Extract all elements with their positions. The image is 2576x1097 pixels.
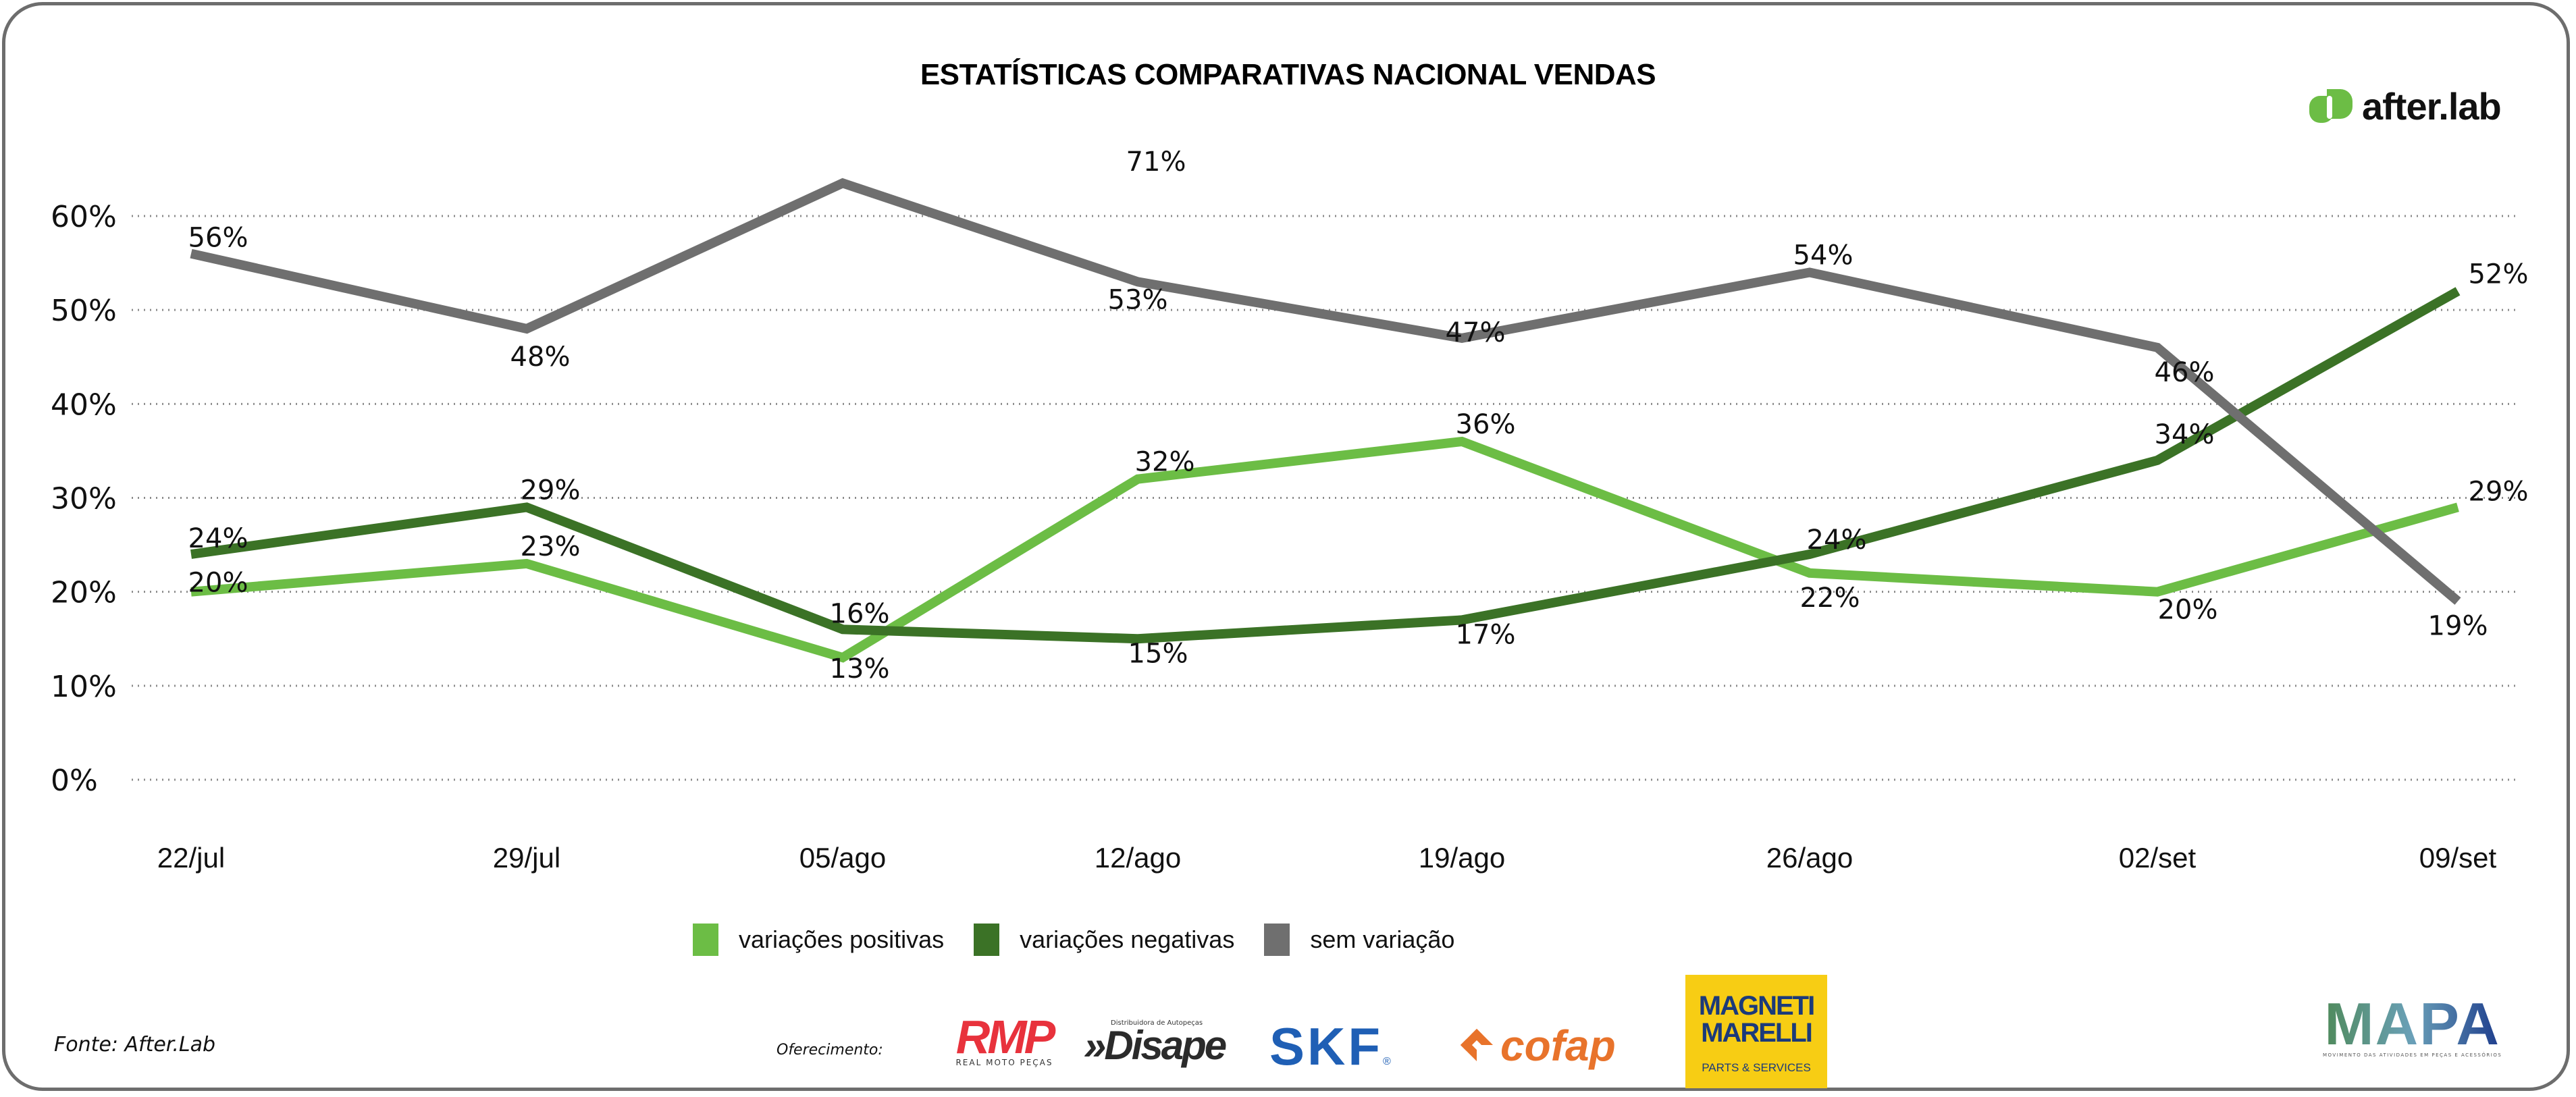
y-tick-label: 60% bbox=[51, 200, 117, 234]
data-label: 52% bbox=[2469, 259, 2529, 290]
series-line-0 bbox=[190, 436, 2459, 663]
disape-chevron-icon: » bbox=[1084, 1023, 1106, 1068]
sponsor-logo-skf: SKF® bbox=[1269, 1019, 1391, 1089]
magneti-line2: MARELLI bbox=[1701, 1018, 1813, 1048]
data-label: 15% bbox=[1128, 638, 1188, 669]
data-label: 17% bbox=[1456, 619, 1516, 650]
mapa-logo: MAPA MOVIMENTO DAS ATIVIDADES EM PEÇAS E… bbox=[2323, 994, 2502, 1059]
chart-title: ESTATÍSTICAS COMPARATIVAS NACIONAL VENDA… bbox=[920, 58, 1656, 91]
x-tick-label: 02/set bbox=[2119, 842, 2197, 874]
y-tick-label: 40% bbox=[51, 387, 117, 422]
mapa-logo-text: MAPA bbox=[2323, 994, 2502, 1054]
registered-mark-icon: ® bbox=[1383, 1056, 1391, 1067]
data-label: 47% bbox=[1446, 317, 1506, 348]
data-label: 29% bbox=[2469, 476, 2529, 507]
y-axis-ticks: 0% 10% 20% 30% 40% 50% 60% bbox=[51, 200, 117, 798]
y-tick-label: 20% bbox=[51, 576, 117, 610]
afterlab-logo-text: after.lab bbox=[2362, 85, 2502, 128]
y-tick-label: 30% bbox=[51, 482, 117, 516]
legend: variações positivas variações negativas … bbox=[693, 924, 1484, 956]
magneti-tagline: PARTS & SERVICES bbox=[1702, 1061, 1811, 1074]
skf-logo-text: SKF bbox=[1269, 1017, 1383, 1076]
data-label: 71% bbox=[1126, 146, 1186, 178]
legend-swatch-negative bbox=[974, 924, 1000, 956]
data-label: 54% bbox=[1793, 240, 1854, 271]
data-label: 29% bbox=[521, 475, 581, 506]
gridlines bbox=[132, 215, 2519, 781]
source-note: Fonte: After.Lab bbox=[54, 1033, 216, 1056]
legend-item-positive: variações positivas bbox=[693, 924, 944, 956]
disape-logo-text: Disape bbox=[1104, 1023, 1227, 1068]
series-line-2 bbox=[190, 178, 2461, 605]
x-tick-label: 26/ago bbox=[1766, 842, 1853, 874]
data-label: 56% bbox=[188, 223, 248, 254]
data-label: 24% bbox=[1807, 525, 1867, 556]
rmp-tagline: REAL MOTO PEÇAS bbox=[955, 1058, 1053, 1067]
sponsor-logo-cofap: cofap bbox=[1458, 1021, 1616, 1071]
x-tick-label: 09/set bbox=[2419, 842, 2497, 874]
data-label: 46% bbox=[2155, 357, 2215, 388]
data-label: 16% bbox=[830, 598, 890, 629]
x-tick-label: 19/ago bbox=[1419, 842, 1505, 874]
cofap-logo-text: cofap bbox=[1500, 1021, 1616, 1070]
x-tick-label: 12/ago bbox=[1095, 842, 1181, 874]
afterlab-logo-icon bbox=[2309, 88, 2352, 124]
y-tick-label: 50% bbox=[51, 294, 117, 328]
mapa-tagline: MOVIMENTO DAS ATIVIDADES EM PEÇAS E ACES… bbox=[2323, 1052, 2502, 1058]
data-labels: 20% 23% 13% 32% 36% 22% 20% 29% 24% 29% 16% 15% 17% 2… bbox=[188, 146, 2529, 685]
y-tick-label: 0% bbox=[51, 764, 98, 798]
data-label: 23% bbox=[521, 531, 581, 562]
x-tick-label: 29/jul bbox=[493, 842, 560, 874]
data-label: 20% bbox=[2158, 595, 2218, 626]
series-lines bbox=[190, 178, 2461, 663]
data-label: 34% bbox=[2155, 419, 2215, 450]
data-label: 36% bbox=[1456, 409, 1516, 440]
data-label: 24% bbox=[188, 523, 248, 554]
series-line-1 bbox=[190, 287, 2461, 644]
data-label: 19% bbox=[2428, 611, 2488, 642]
disape-tagline: Distribuidora de Autopeças bbox=[1111, 1019, 1203, 1027]
sponsor-logo-rmp: RMP REAL MOTO PEÇAS bbox=[942, 1011, 1067, 1067]
legend-label-neutral: sem variação bbox=[1310, 926, 1455, 953]
legend-label-positive: variações positivas bbox=[739, 926, 945, 953]
data-label: 32% bbox=[1135, 447, 1195, 478]
data-label: 20% bbox=[188, 568, 248, 599]
x-axis-ticks: 22/jul 29/jul 05/ago 12/ago 19/ago 26/ago 02/s… bbox=[157, 842, 2497, 874]
data-label: 13% bbox=[830, 653, 890, 685]
legend-item-negative: variações negativas bbox=[974, 924, 1234, 956]
sponsor-logo-magneti-marelli: MAGNETI MARELLI PARTS & SERVICES bbox=[1685, 975, 1827, 1088]
data-label: 48% bbox=[510, 342, 571, 373]
x-tick-label: 05/ago bbox=[799, 842, 886, 874]
rmp-logo-text: RMP bbox=[955, 1011, 1056, 1063]
afterlab-logo: after.lab bbox=[2309, 84, 2502, 128]
y-tick-label: 10% bbox=[51, 670, 117, 704]
data-label: 22% bbox=[1800, 583, 1860, 614]
legend-label-negative: variações negativas bbox=[1020, 926, 1235, 953]
data-label: 53% bbox=[1108, 284, 1168, 315]
cofap-mark-icon bbox=[1458, 1027, 1496, 1065]
legend-item-neutral: sem variação bbox=[1264, 924, 1454, 956]
x-tick-label: 22/jul bbox=[157, 842, 225, 874]
sponsor-label: Oferecimento: bbox=[777, 1042, 883, 1059]
legend-swatch-neutral bbox=[1264, 924, 1290, 956]
legend-swatch-positive bbox=[693, 924, 718, 956]
sponsor-logo-disape: Distribuidora de Autopeças »Disape bbox=[1084, 1019, 1227, 1068]
magneti-line1: MAGNETI bbox=[1698, 991, 1815, 1021]
